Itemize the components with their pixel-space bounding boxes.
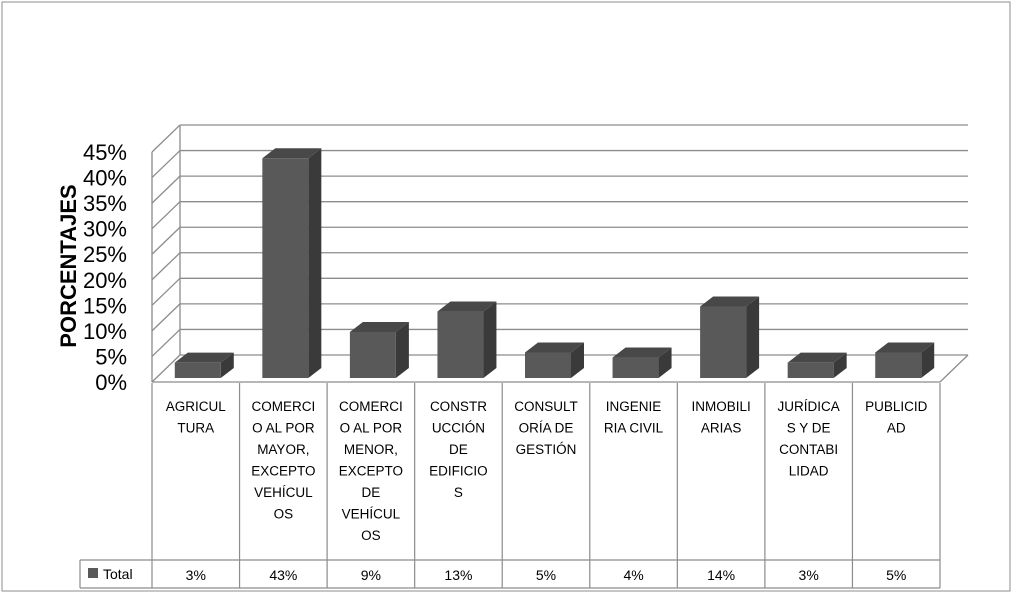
gridline-side bbox=[151, 201, 181, 230]
bar-side bbox=[308, 148, 322, 378]
gridline-side bbox=[151, 226, 181, 255]
x-tick-label: OS bbox=[274, 507, 294, 522]
y-tick-label: 45% bbox=[83, 140, 127, 165]
gridline-side bbox=[151, 124, 181, 153]
data-label: 13% bbox=[444, 567, 472, 583]
x-tick-label: S bbox=[454, 485, 463, 500]
bar-side bbox=[921, 342, 935, 378]
y-tick-label: 0% bbox=[95, 370, 127, 395]
gridline-side bbox=[151, 328, 181, 357]
gridline-side bbox=[151, 277, 181, 306]
bar-top bbox=[437, 301, 497, 312]
x-tick-label: OS bbox=[361, 528, 381, 543]
y-tick-label: 15% bbox=[83, 293, 127, 318]
data-label: 14% bbox=[707, 567, 735, 583]
x-tick-label: CONSTR bbox=[430, 399, 487, 414]
bar bbox=[787, 362, 834, 378]
x-tick-label: UCCIÓN bbox=[432, 421, 485, 436]
y-tick-label: 5% bbox=[95, 344, 127, 369]
bar bbox=[875, 352, 922, 378]
x-tick-label: O AL POR bbox=[340, 421, 403, 436]
bar bbox=[612, 357, 659, 378]
x-tick-label: S Y DE bbox=[787, 421, 831, 436]
bar bbox=[525, 352, 571, 378]
floor-edge-left bbox=[151, 354, 181, 383]
y-tick-label: 40% bbox=[83, 166, 127, 191]
bar-side bbox=[746, 296, 760, 378]
x-tick-label: ORÍA DE bbox=[519, 421, 574, 436]
x-tick-label: JURÍDICA bbox=[778, 399, 840, 414]
x-tick-label: EXCEPTO bbox=[251, 464, 315, 479]
data-label: 5% bbox=[886, 567, 906, 583]
x-tick-label: O AL POR bbox=[252, 421, 315, 436]
bar-top bbox=[612, 347, 672, 358]
x-tick-label: PUBLICID bbox=[865, 399, 928, 414]
x-tick-label: ARIAS bbox=[701, 421, 742, 436]
bar-side bbox=[395, 322, 409, 378]
data-label: 3% bbox=[186, 567, 206, 583]
x-tick-label: CONTABI bbox=[779, 442, 838, 457]
x-tick-label: EDIFICIO bbox=[429, 464, 488, 479]
gridline-side bbox=[151, 252, 181, 281]
y-tick-label: 30% bbox=[83, 217, 127, 242]
x-tick-label: AGRICUL bbox=[166, 399, 227, 414]
x-tick-label: COMERCI bbox=[251, 399, 315, 414]
x-tick-label: INGENIE bbox=[606, 399, 662, 414]
data-label: 4% bbox=[623, 567, 643, 583]
x-tick-label: COMERCI bbox=[339, 399, 403, 414]
bar bbox=[349, 332, 396, 378]
data-label: 9% bbox=[361, 567, 381, 583]
bar bbox=[174, 362, 221, 378]
bar-top bbox=[875, 342, 935, 353]
bar bbox=[437, 311, 484, 378]
bar bbox=[700, 306, 747, 378]
gridline-side bbox=[151, 150, 181, 179]
bar-side bbox=[483, 301, 497, 378]
x-tick-label: DE bbox=[449, 442, 468, 457]
x-tick-label: INMOBILI bbox=[691, 399, 750, 414]
x-tick-label: CONSULT bbox=[514, 399, 578, 414]
bar-side bbox=[220, 352, 234, 378]
y-tick-label: 20% bbox=[83, 268, 127, 293]
x-tick-label: MAYOR, bbox=[257, 442, 309, 457]
x-tick-label: RIA CIVIL bbox=[604, 421, 664, 436]
x-tick-label: VEHÍCUL bbox=[254, 485, 313, 500]
y-tick-label: 35% bbox=[83, 191, 127, 216]
x-tick-label: GESTIÓN bbox=[516, 442, 577, 457]
x-tick-label: LIDAD bbox=[789, 464, 829, 479]
x-tick-label: TURA bbox=[177, 421, 214, 436]
data-label: 5% bbox=[536, 567, 556, 583]
y-tick-label: 10% bbox=[83, 319, 127, 344]
gridline-side bbox=[151, 303, 181, 332]
bar-top bbox=[174, 352, 234, 363]
bar-top bbox=[262, 148, 322, 159]
bar-side bbox=[833, 352, 847, 378]
data-label: 3% bbox=[799, 567, 819, 583]
gridline-side bbox=[151, 175, 181, 204]
legend-label: Total bbox=[103, 566, 133, 582]
legend-swatch bbox=[88, 568, 98, 578]
y-tick-label: 25% bbox=[83, 242, 127, 267]
bar-top bbox=[787, 352, 847, 363]
x-tick-label: MENOR, bbox=[344, 442, 398, 457]
bar-side bbox=[658, 347, 672, 378]
data-label: 43% bbox=[269, 567, 297, 583]
x-tick-label: AD bbox=[887, 421, 906, 436]
bar-top bbox=[525, 342, 584, 353]
x-tick-label: EXCEPTO bbox=[339, 464, 403, 479]
bar-top bbox=[349, 322, 409, 332]
x-tick-label: VEHÍCUL bbox=[342, 507, 401, 522]
x-tick-label: DE bbox=[362, 485, 381, 500]
bar-side bbox=[571, 342, 584, 378]
floor-edge-right bbox=[939, 354, 969, 383]
bar-top bbox=[700, 296, 760, 307]
y-axis-title: PORCENTAJES bbox=[56, 184, 81, 347]
bar bbox=[262, 158, 309, 378]
